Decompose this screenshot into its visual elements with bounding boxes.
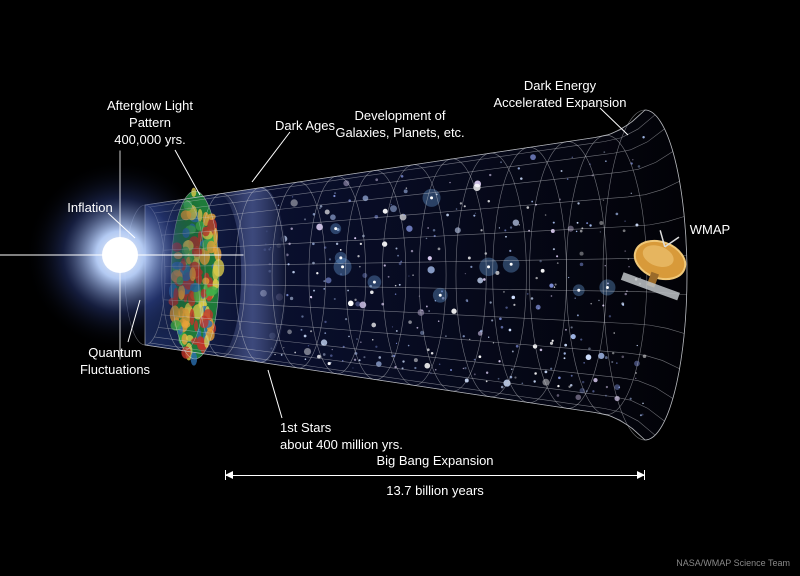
label-wmap: WMAP bbox=[690, 222, 730, 239]
label-first-stars: 1st Stars about 400 million yrs. bbox=[280, 420, 403, 454]
label-development: Development of Galaxies, Planets, etc. bbox=[335, 108, 464, 142]
timeline-label-bottom: 13.7 billion years bbox=[386, 483, 484, 500]
label-dark-energy: Dark Energy Accelerated Expansion bbox=[494, 78, 627, 112]
credit-text: NASA/WMAP Science Team bbox=[676, 558, 790, 568]
label-inflation: Inflation bbox=[67, 200, 113, 217]
label-dark-ages: Dark Ages bbox=[275, 118, 335, 135]
timeline-label-top: Big Bang Expansion bbox=[376, 453, 493, 470]
label-quantum: Quantum Fluctuations bbox=[80, 345, 150, 379]
label-afterglow: Afterglow Light Pattern 400,000 yrs. bbox=[107, 98, 193, 149]
timeline-arrow bbox=[225, 475, 645, 476]
